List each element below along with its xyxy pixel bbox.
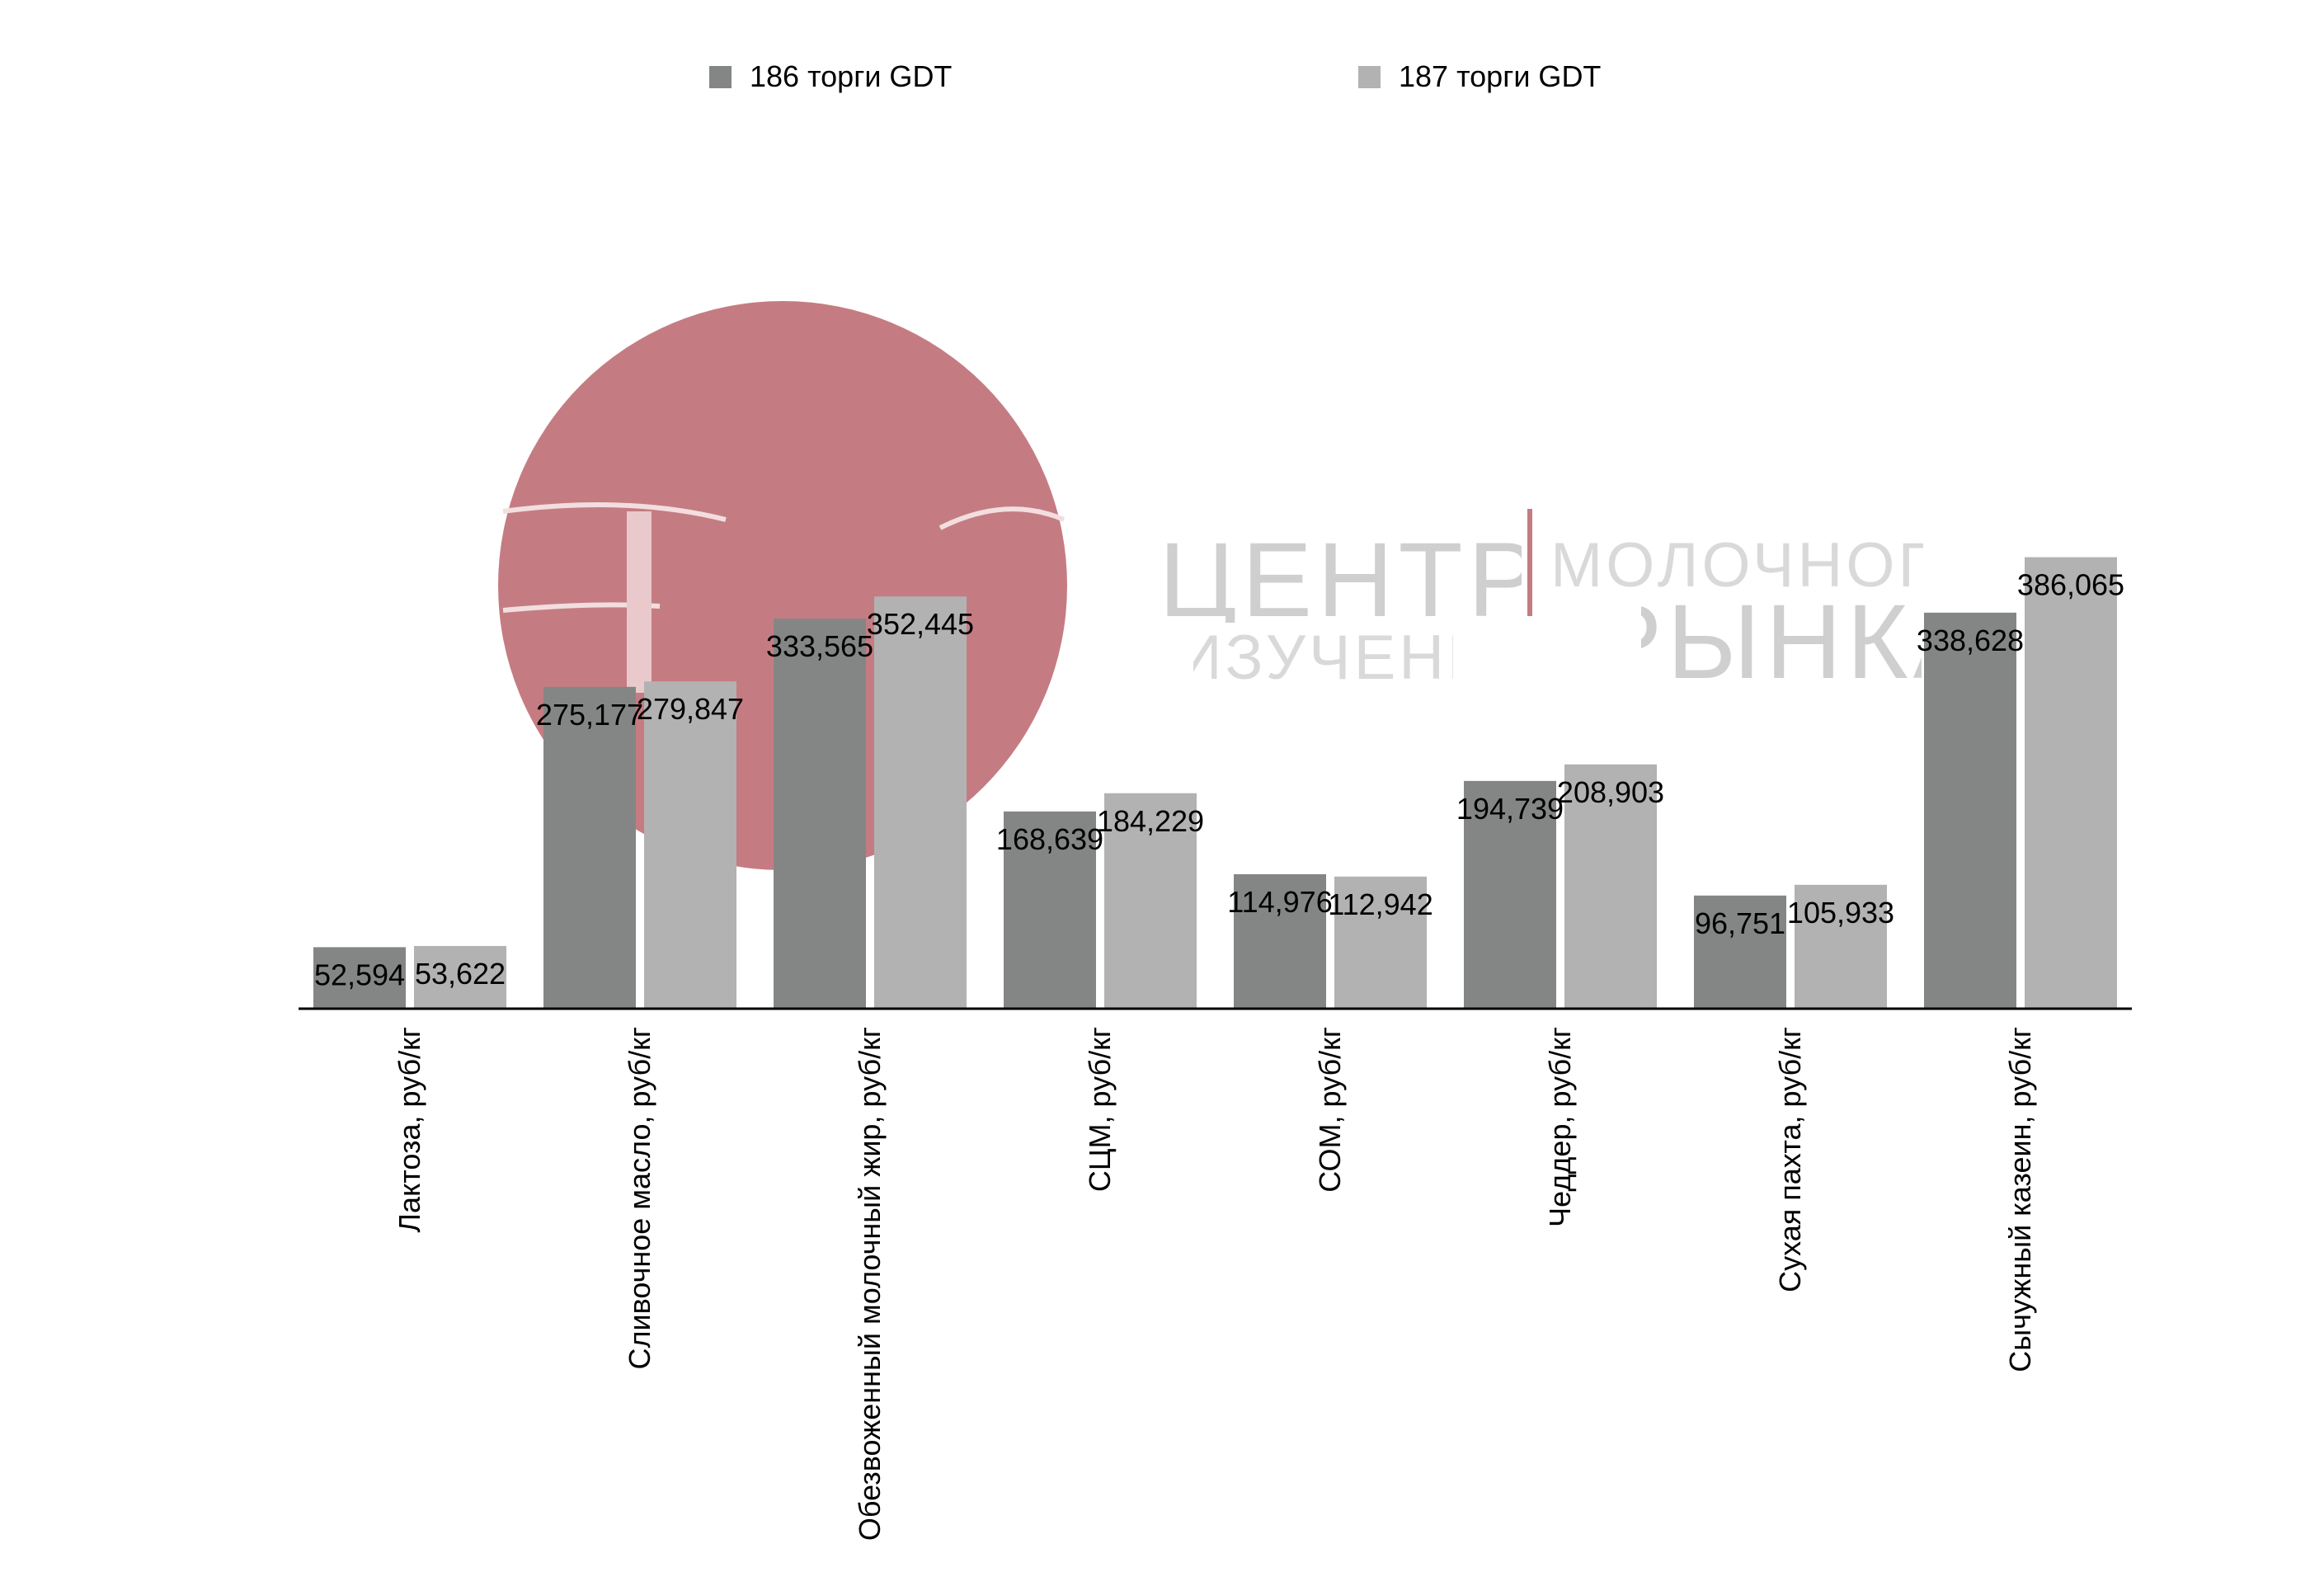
data-label-187-1: 279,847 [637, 692, 744, 726]
data-label-186-3: 168,639 [996, 822, 1103, 856]
bar-187-4 [1334, 876, 1427, 1009]
legend-swatch-186 [709, 65, 732, 88]
bar-187-1 [644, 681, 736, 1009]
bar-186-2 [774, 619, 866, 1009]
bar-186-7 [1924, 612, 2016, 1009]
watermark-text-4: РЫНКА [1641, 590, 1922, 693]
bar-186-4 [1234, 873, 1326, 1009]
data-label-187-4: 112,942 [1328, 887, 1433, 921]
data-label-186-5: 194,739 [1456, 792, 1564, 826]
legend-label-186: 186 торги GDT [750, 59, 953, 93]
bar-186-6 [1694, 895, 1786, 1009]
data-label-187-3: 184,229 [1097, 804, 1204, 838]
legend-item-186: 186 торги GDT [709, 59, 952, 94]
legend-item-187: 187 торги GDT [1358, 59, 1601, 94]
legend-swatch-187 [1358, 65, 1381, 88]
bar-187-2 [874, 596, 967, 1009]
bar-187-7 [2025, 557, 2117, 1009]
category-label-7: Сычужный казеин, руб/кг [2003, 1027, 2037, 1372]
category-label-0: Лактоза, руб/кг [393, 1027, 426, 1233]
watermark-text-3: ИЗУЧЕНИЯ [1193, 627, 1453, 693]
category-label-2: Обезвоженный молочный жир, руб/кг [853, 1027, 887, 1541]
legend-label-187: 187 торги GDT [1399, 59, 1602, 93]
data-label-187-0: 53,622 [415, 957, 506, 991]
watermark-text-2: МОЛОЧНОГО [1550, 534, 1923, 596]
data-label-186-1: 275,177 [536, 698, 643, 732]
data-label-187-6: 105,933 [1787, 896, 1894, 930]
category-label-1: Сливочное масло, руб/кг [623, 1027, 656, 1369]
data-label-186-6: 96,751 [1695, 906, 1785, 940]
bar-186-0 [313, 947, 406, 1009]
bar-186-5 [1464, 780, 1556, 1009]
bar-187-0 [414, 945, 506, 1009]
category-label-4: СОМ, руб/кг [1313, 1027, 1347, 1193]
bar-186-1 [543, 686, 636, 1009]
data-label-187-7: 386,065 [2017, 568, 2124, 602]
bar-187-6 [1795, 884, 1887, 1009]
category-label-5: Чеддер, руб/кг [1543, 1027, 1577, 1227]
data-label-186-0: 52,594 [314, 958, 405, 991]
data-label-186-4: 114,976 [1227, 885, 1332, 919]
data-label-187-5: 208,903 [1557, 775, 1664, 809]
data-label-186-7: 338,628 [1917, 624, 2024, 657]
category-label-3: СЦМ, руб/кг [1083, 1027, 1117, 1192]
bar-186-3 [1004, 811, 1096, 1009]
bar-187-5 [1564, 764, 1657, 1009]
data-label-186-2: 333,565 [766, 629, 873, 663]
category-label-6: Сухая пахта, руб/кг [1773, 1027, 1807, 1292]
data-label-187-2: 352,445 [867, 607, 974, 641]
watermark-text-1: ЦЕНТР [1159, 528, 1522, 623]
bar-187-3 [1104, 793, 1197, 1009]
